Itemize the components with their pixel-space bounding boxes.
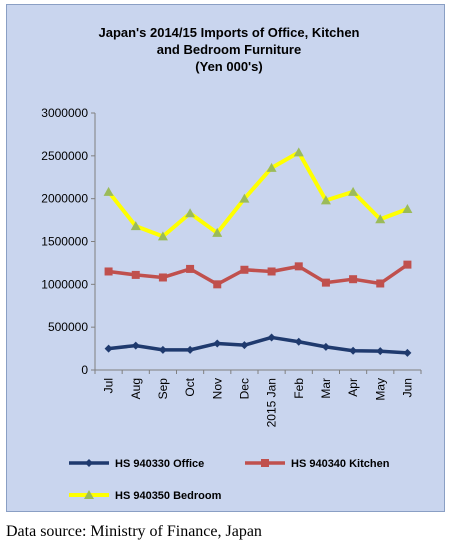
data-point [186,345,195,354]
x-tick-label: Feb [292,378,306,399]
data-point [213,280,222,289]
data-point [239,193,250,203]
legend-swatch-marker [261,459,269,467]
data-point [376,347,385,356]
chart-title-line-2: and Bedroom Furniture [157,42,301,57]
data-point [402,203,413,213]
x-tick-label: Nov [210,378,224,399]
data-point [294,262,303,271]
plot-area: 0 500000 1000000 1500000 2000000 2500000 30000… [41,106,422,427]
x-tick-label: Apr [346,378,360,397]
data-point [349,346,358,355]
data-point [130,221,141,231]
y-tick-label: 0 [81,363,88,377]
legend-item: HS 940330 Office [69,458,204,470]
series-2 [103,147,413,241]
x-tick-label: 2015 Jan [265,378,279,427]
data-point [266,162,277,172]
chart-frame: Japan's 2014/15 Imports of Office, Kitch… [6,4,445,512]
data-point [240,341,249,350]
series-1 [104,260,412,289]
x-tick-label: Sep [156,378,170,400]
y-tick-label: 1000000 [41,277,88,291]
x-tick-label: Jun [400,378,414,397]
y-tick-label: 3000000 [41,106,88,120]
legend-label: HS 940340 Kitchen [291,458,390,470]
chart-title-line-1: Japan's 2014/15 Imports of Office, Kitch… [98,25,359,40]
data-source-note: Data source: Ministry of Finance, Japan [6,523,262,540]
data-point [158,273,167,282]
chart-title-line-3: (Yen 000's) [195,59,262,74]
data-point [321,278,330,287]
data-point [294,337,303,346]
y-tick-label: 2500000 [41,149,88,163]
data-point [267,333,276,342]
data-point [376,279,385,288]
line-chart: Japan's 2014/15 Imports of Office, Kitch… [41,25,422,502]
legend-swatch-marker [84,490,94,499]
data-point [104,267,113,276]
y-tick-label: 1500000 [41,235,88,249]
x-tick-label: Mar [319,378,333,399]
x-tick-label: Jul [102,378,116,393]
data-point [320,195,331,205]
data-point [157,231,168,241]
x-tick-label: Oct [183,377,197,396]
data-point [158,345,167,354]
y-tick-label: 2000000 [41,192,88,206]
data-point [212,227,223,237]
series-line [108,335,408,355]
data-point [104,344,113,353]
data-point [131,341,140,350]
data-point [240,265,249,274]
data-point [185,208,196,218]
x-tick-label: May [373,378,387,401]
data-point [321,342,330,351]
y-tick-label: 500000 [48,320,88,334]
legend-item: HS 940350 Bedroom [69,490,222,502]
x-tick-label: Aug [129,378,143,399]
legend-label: HS 940350 Bedroom [115,490,222,502]
chart-title: Japan's 2014/15 Imports of Office, Kitch… [98,25,359,74]
data-point [213,339,222,348]
series-0 [104,333,412,357]
data-point [267,267,276,276]
plot-background [95,113,421,370]
legend-swatch-marker [85,459,93,467]
data-point [349,275,358,284]
x-tick-label: Dec [237,378,251,399]
legend-item: HS 940340 Kitchen [245,458,390,470]
data-point [403,260,412,269]
data-point [403,348,412,357]
series-line [108,263,409,287]
data-point [103,186,114,196]
data-point [131,270,140,279]
legend-label: HS 940330 Office [115,458,204,470]
data-point [348,186,359,196]
chart-legend: HS 940330 Office HS 940340 Kitchen HS 9403… [69,458,390,502]
series-line [107,150,409,239]
data-point [186,264,195,273]
data-point [293,147,304,157]
data-point [375,214,386,224]
